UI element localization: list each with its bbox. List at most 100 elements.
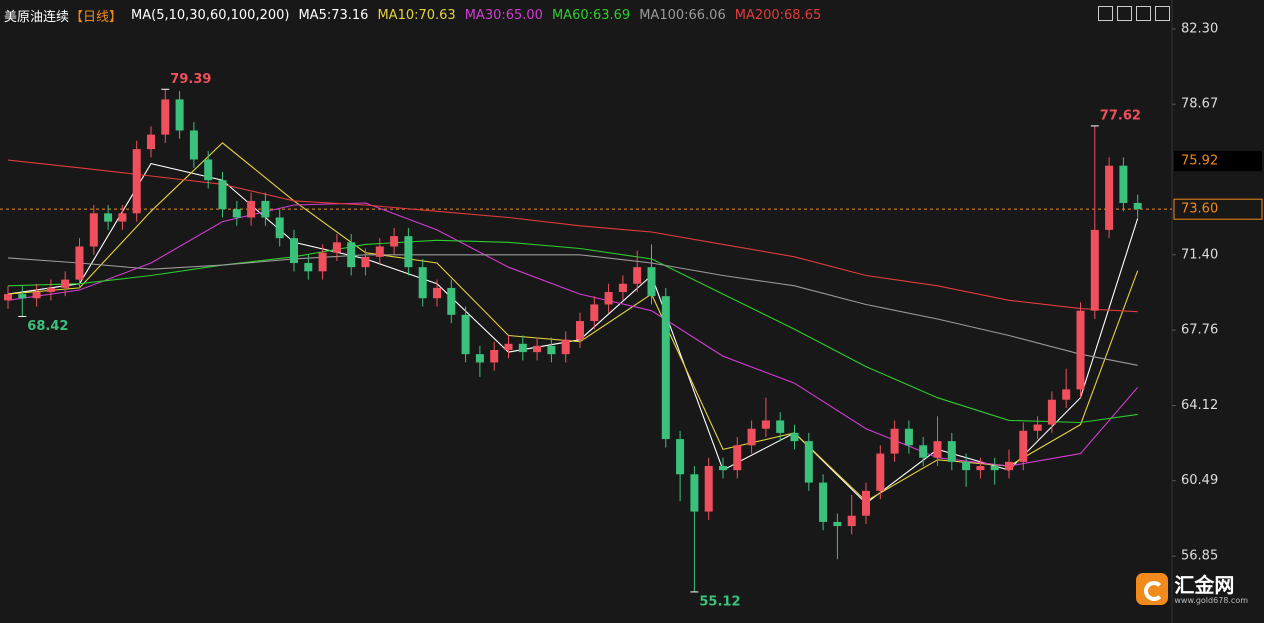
cursor-price-box — [1174, 151, 1262, 172]
candle-body — [719, 466, 727, 471]
candle-body — [790, 432, 799, 442]
candle-body — [275, 217, 284, 239]
candle-body — [1033, 424, 1042, 431]
candle-body — [433, 287, 441, 299]
ma-line — [7, 142, 1139, 502]
candle-body — [661, 296, 670, 440]
candle-body — [189, 130, 198, 160]
brand-url: www.gold678.com — [1174, 595, 1248, 605]
candle-body — [604, 292, 613, 305]
y-tick-label: 82.30 — [1181, 21, 1218, 36]
candle-body — [447, 287, 456, 315]
candle-body — [4, 294, 12, 301]
candle-body — [962, 461, 971, 471]
candle-body — [147, 134, 155, 150]
candle-body — [1047, 399, 1056, 425]
candle-body — [947, 441, 956, 462]
legend-entry: MA200:68.65 — [734, 8, 822, 23]
legend-entry: MA100:66.06 — [639, 8, 726, 23]
candle-body — [1019, 430, 1028, 462]
y-tick-label: 71.40 — [1181, 247, 1218, 262]
extreme-label: 68.42 — [27, 319, 68, 334]
candle-body — [561, 339, 570, 355]
legend-entry: MA10:70.63 — [377, 8, 456, 23]
candle-body — [576, 321, 584, 340]
candle-body — [919, 445, 928, 458]
candle-body — [1105, 165, 1114, 230]
candle-body — [75, 246, 84, 280]
candle-body — [1005, 461, 1013, 471]
candle-body — [418, 267, 427, 299]
legend-entry: MA30:65.00 — [464, 8, 543, 23]
candle-body — [404, 236, 413, 268]
y-tick-label: 67.76 — [1181, 323, 1218, 338]
candle-body — [862, 490, 870, 516]
candle-body — [504, 343, 513, 351]
legend-entry: MA60:63.69 — [551, 8, 631, 23]
candle-body — [175, 99, 184, 131]
candle-body — [733, 445, 742, 471]
last-price-box — [1173, 198, 1263, 220]
candle-body — [704, 466, 713, 512]
candle-body — [933, 441, 942, 458]
candle-body — [318, 252, 327, 272]
candle-body — [618, 283, 627, 293]
ma-label[interactable]: MA(5,10,30,60,100,200) — [131, 8, 290, 23]
candle-body — [1133, 202, 1142, 210]
candle-body — [547, 345, 556, 355]
candle-body — [204, 159, 213, 181]
ma-line — [7, 159, 1138, 313]
candle-body — [390, 236, 399, 247]
candle-body — [461, 314, 470, 355]
legend: 美原油连续 【日线】 MA(5,10,30,60,100,200) MA5:73… — [4, 6, 821, 25]
candle-body — [590, 304, 599, 322]
instrument-name: 美原油连续 — [4, 10, 70, 25]
candle-body — [61, 279, 70, 288]
candle-body — [347, 242, 356, 268]
candle-body — [676, 439, 685, 475]
last-price-label: 73.60 — [1181, 202, 1218, 217]
extreme-label: 77.62 — [1100, 108, 1141, 123]
candle-body — [46, 287, 55, 293]
candle-body — [232, 209, 241, 218]
candle-body — [647, 267, 656, 297]
candle-body — [104, 213, 113, 222]
tool-button[interactable] — [1155, 6, 1170, 21]
candle-body — [518, 343, 527, 353]
candle-body — [890, 428, 899, 454]
candle-body — [361, 256, 370, 268]
candle-body — [1062, 389, 1071, 400]
ma-line — [7, 239, 1138, 424]
tool-button[interactable] — [1117, 6, 1132, 21]
y-tick-label: 56.85 — [1181, 549, 1218, 564]
ma-line — [7, 254, 1138, 366]
y-tick-label: 64.12 — [1181, 398, 1218, 413]
candle-body — [247, 200, 256, 218]
candle-body — [132, 149, 141, 214]
candle-body — [89, 213, 98, 247]
candle-body — [833, 521, 842, 527]
candle-body — [161, 99, 170, 135]
candle-body — [475, 354, 484, 363]
ma-line — [7, 202, 1139, 467]
candle-body — [776, 420, 785, 433]
candle-body — [990, 466, 999, 471]
extreme-label: 55.12 — [699, 594, 740, 609]
candle-body — [290, 238, 298, 264]
toolbar — [1098, 6, 1170, 21]
candle-body — [1076, 310, 1085, 390]
tool-button[interactable] — [1098, 6, 1113, 21]
candle-body — [1119, 165, 1128, 203]
candle-body — [747, 428, 756, 446]
candle-body — [118, 213, 127, 222]
tool-button[interactable] — [1136, 6, 1151, 21]
period[interactable]: 【日线】 — [70, 10, 123, 25]
candle-body — [819, 482, 828, 522]
candle-body — [1090, 229, 1099, 311]
cursor-price-label: 75.92 — [1181, 154, 1218, 169]
candle-body — [976, 466, 985, 471]
candle-body — [533, 345, 542, 353]
candle-body — [32, 292, 41, 299]
candle-body — [633, 267, 642, 284]
